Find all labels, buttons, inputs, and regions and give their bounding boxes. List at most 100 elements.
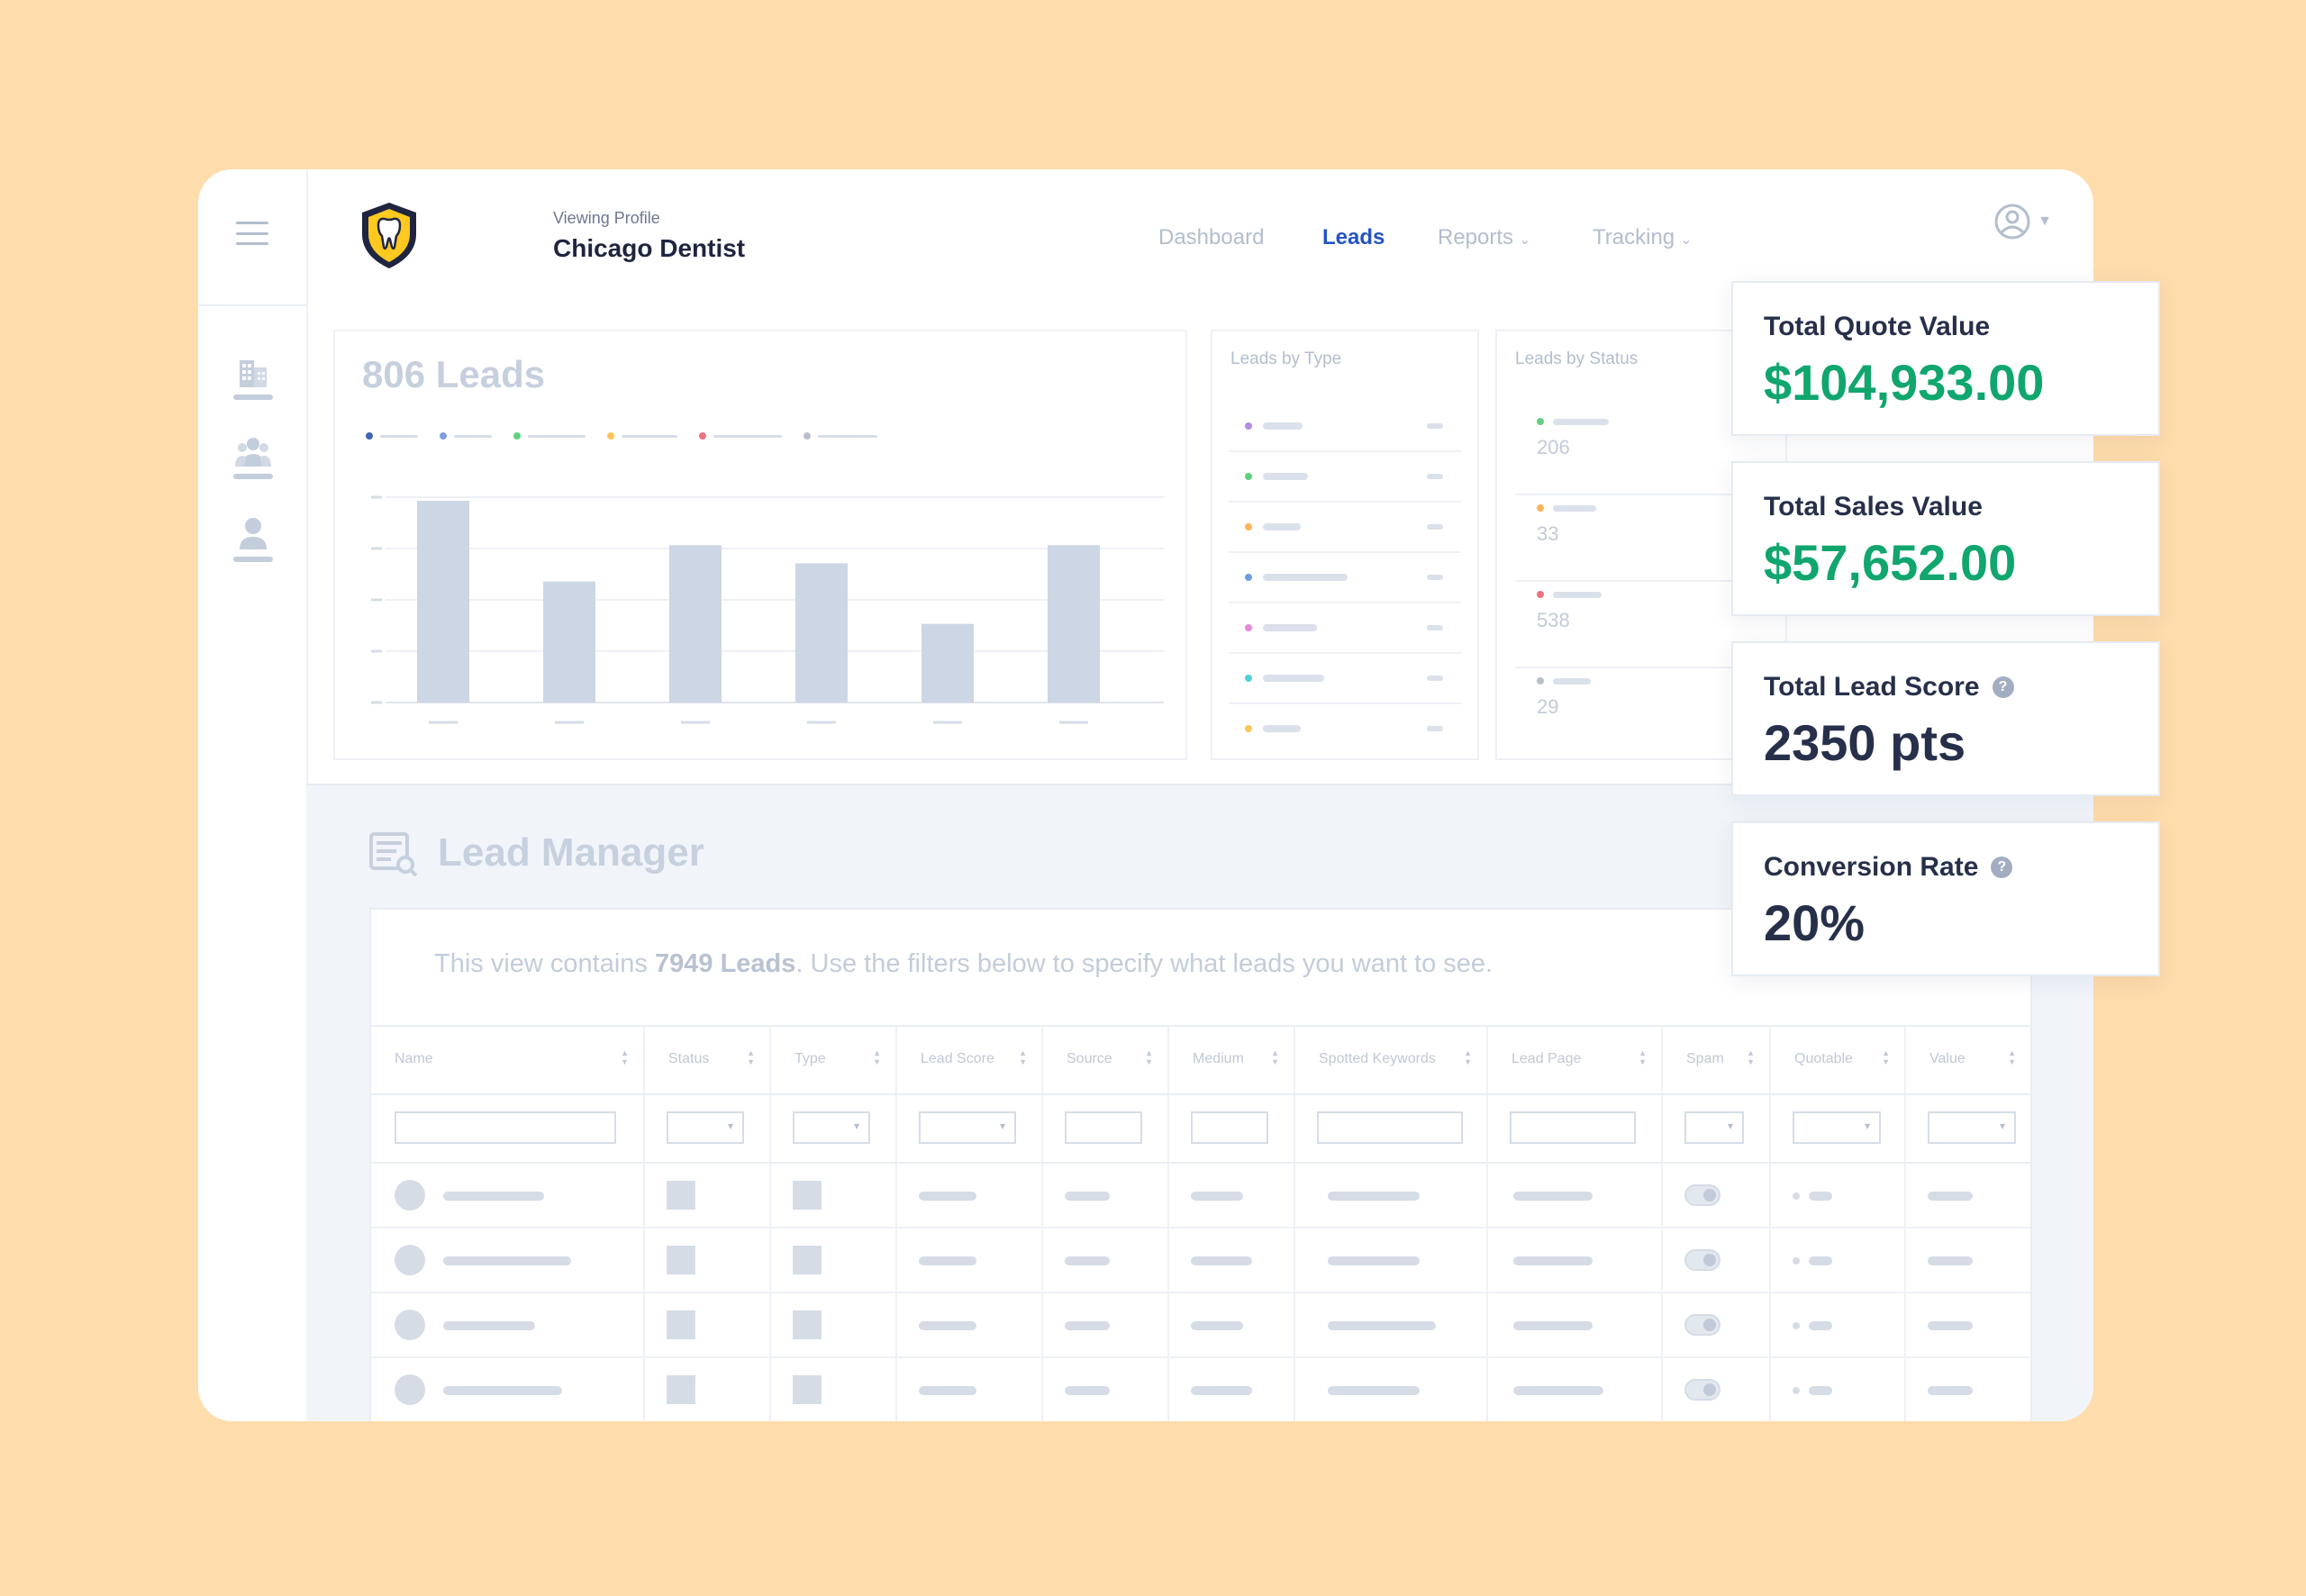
table-row[interactable] — [371, 1293, 2030, 1358]
column-header-spam[interactable]: Spam ▲ ▼ — [1661, 1027, 1769, 1093]
nav-leads[interactable]: Leads — [1322, 225, 1385, 250]
column-header-source[interactable]: Source ▲ ▼ — [1041, 1027, 1167, 1093]
sort-arrows-icon[interactable]: ▲ ▼ — [873, 1048, 881, 1066]
filter-select[interactable]: ▾ — [1793, 1111, 1881, 1144]
filter-input[interactable] — [1065, 1111, 1142, 1144]
medium-placeholder — [1191, 1386, 1252, 1395]
filter-input[interactable] — [1510, 1111, 1636, 1144]
sort-arrows-icon[interactable]: ▲ ▼ — [1019, 1048, 1027, 1066]
sort-arrows-icon[interactable]: ▲ ▼ — [1464, 1048, 1472, 1066]
legend-dot — [607, 432, 614, 440]
type-dot — [1245, 725, 1252, 732]
filter-select[interactable]: ▾ — [919, 1111, 1016, 1144]
sidebar-item-team[interactable] — [232, 436, 274, 490]
table-row[interactable] — [371, 1229, 2030, 1293]
sort-arrows-icon[interactable]: ▲ ▼ — [1639, 1048, 1647, 1066]
nav-dashboard-label: Dashboard — [1158, 225, 1265, 249]
help-icon[interactable]: ? — [1992, 676, 2014, 698]
column-divider — [1486, 1095, 1488, 1162]
sort-arrows-icon[interactable]: ▲ ▼ — [1747, 1048, 1755, 1066]
filter-input[interactable] — [1317, 1111, 1463, 1144]
column-header-lead-score[interactable]: Lead Score ▲ ▼ — [895, 1027, 1041, 1093]
hamburger-menu-icon[interactable] — [236, 222, 268, 245]
filter-select[interactable]: ▾ — [667, 1111, 744, 1144]
column-header-label: Source — [1067, 1051, 1112, 1066]
filter-select[interactable]: ▾ — [793, 1111, 870, 1144]
sort-arrows-icon[interactable]: ▲ ▼ — [1882, 1048, 1890, 1066]
sort-arrows-icon[interactable]: ▲ ▼ — [1271, 1048, 1279, 1066]
status-row: 33 — [1515, 495, 1749, 582]
spam-toggle[interactable] — [1684, 1249, 1720, 1271]
column-header-spotted-keywords[interactable]: Spotted Keywords ▲ ▼ — [1294, 1027, 1486, 1093]
legend-item — [803, 432, 877, 440]
sort-arrows-icon[interactable]: ▲ ▼ — [1145, 1048, 1153, 1066]
column-divider — [1167, 1358, 1169, 1421]
user-account-menu[interactable]: ▼ — [1994, 202, 2052, 241]
column-divider — [769, 1164, 771, 1227]
sort-arrows-icon[interactable]: ▲ ▼ — [2008, 1048, 2016, 1066]
column-header-label: Spam — [1686, 1051, 1724, 1066]
table-body — [371, 1164, 2030, 1421]
type-count-placeholder — [1427, 474, 1443, 479]
filter-select[interactable]: ▾ — [1928, 1111, 2016, 1144]
nav-dashboard[interactable]: Dashboard — [1158, 225, 1264, 250]
sidebar-item-profile[interactable] — [232, 517, 274, 571]
spam-toggle[interactable] — [1684, 1314, 1720, 1336]
leads-by-status-title: Leads by Status — [1515, 349, 1639, 368]
leads-count-title: 806 Leads — [362, 353, 546, 395]
column-divider — [895, 1095, 897, 1162]
quotable-placeholder — [1809, 1386, 1832, 1395]
nav-reports[interactable]: Reports ⌄ — [1438, 225, 1530, 250]
sort-arrows-icon[interactable]: ▲ ▼ — [747, 1048, 755, 1066]
column-header-name[interactable]: Name ▲ ▼ — [371, 1027, 643, 1093]
table-row[interactable] — [371, 1358, 2030, 1421]
viewing-profile-label: Viewing Profile — [553, 209, 660, 227]
column-header-type[interactable]: Type ▲ ▼ — [769, 1027, 895, 1093]
status-label-placeholder — [1553, 419, 1609, 425]
chart-bar — [543, 581, 595, 703]
legend-item — [440, 432, 492, 440]
stat-value: $57,652.00 — [1764, 534, 2017, 591]
avatar — [395, 1374, 425, 1405]
spam-toggle[interactable] — [1684, 1379, 1720, 1401]
column-header-value[interactable]: Value ▲ ▼ — [1904, 1027, 2030, 1093]
column-header-medium[interactable]: Medium ▲ ▼ — [1167, 1027, 1294, 1093]
sidebar-item-buildings[interactable] — [232, 355, 274, 409]
sidebar-item-bar — [233, 557, 273, 562]
type-placeholder — [793, 1181, 822, 1210]
column-header-label: Medium — [1193, 1051, 1244, 1066]
stat-label-text: Conversion Rate — [1764, 852, 1979, 882]
nav-tracking[interactable]: Tracking ⌄ — [1593, 225, 1693, 250]
value-placeholder — [1928, 1386, 1973, 1395]
type-label-placeholder — [1263, 574, 1348, 581]
column-divider — [1904, 1293, 1906, 1356]
leads-bar-chart — [371, 495, 1164, 724]
column-header-lead-page[interactable]: Lead Page ▲ ▼ — [1486, 1027, 1661, 1093]
filter-input[interactable] — [1191, 1111, 1268, 1144]
table-row[interactable] — [371, 1164, 2030, 1229]
value-placeholder — [1928, 1321, 1973, 1330]
type-placeholder — [793, 1246, 822, 1274]
help-icon[interactable]: ? — [1991, 857, 2013, 878]
leads-table: Name ▲ ▼ Status ▲ ▼ Type ▲ ▼ Lead Score ▲ ▼ Source ▲ ▼… — [371, 1025, 2030, 1421]
column-header-quotable[interactable]: Quotable ▲ ▼ — [1769, 1027, 1904, 1093]
sidebar-item-bar — [233, 394, 273, 400]
status-placeholder — [667, 1181, 695, 1210]
type-count-placeholder — [1427, 726, 1443, 731]
spam-toggle[interactable] — [1684, 1184, 1720, 1206]
status-count: 538 — [1537, 609, 1570, 631]
source-placeholder — [1065, 1321, 1110, 1330]
column-header-status[interactable]: Status ▲ ▼ — [643, 1027, 769, 1093]
type-row — [1229, 402, 1461, 452]
column-header-label: Name — [395, 1051, 433, 1066]
column-divider — [1486, 1164, 1488, 1227]
sort-arrows-icon[interactable]: ▲ ▼ — [621, 1048, 629, 1066]
quotable-dot — [1793, 1257, 1800, 1265]
filter-input[interactable] — [395, 1111, 616, 1144]
filter-select[interactable]: ▾ — [1684, 1111, 1744, 1144]
type-count-placeholder — [1427, 423, 1443, 429]
column-divider — [1661, 1095, 1663, 1162]
column-divider — [895, 1293, 897, 1356]
type-label-placeholder — [1263, 422, 1303, 430]
quotable-dot — [1793, 1322, 1800, 1329]
